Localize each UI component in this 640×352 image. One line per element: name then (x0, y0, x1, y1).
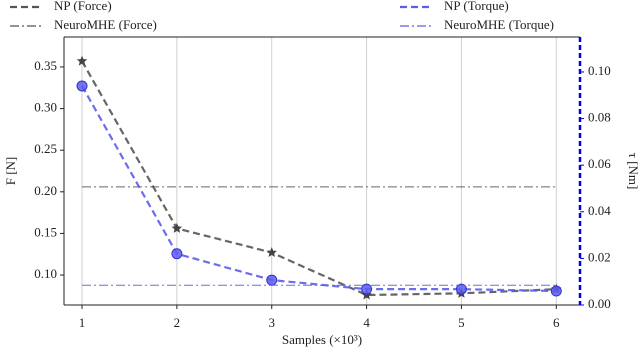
marker (550, 285, 562, 297)
marker (171, 222, 183, 233)
marker (76, 55, 88, 66)
y-axis-label: F [N] (3, 157, 18, 186)
legend-label: NP (Force) (54, 0, 112, 13)
y-tick-label: 0.20 (34, 183, 57, 198)
marker (266, 274, 278, 286)
series-line (81, 85, 557, 293)
x-tick-label: 6 (553, 315, 560, 330)
y2-tick-label: 0.02 (588, 249, 611, 264)
marker (266, 247, 277, 258)
marker (455, 283, 467, 295)
y-tick-label: 0.10 (34, 266, 57, 281)
y-tick-label: 0.30 (34, 100, 57, 115)
y2-tick-label: 0.08 (588, 110, 611, 125)
x-tick-label: 2 (174, 315, 181, 330)
x-tick-label: 1 (79, 315, 86, 330)
x-axis-label: Samples (×10³) (282, 332, 362, 347)
x-tick-label: 5 (458, 315, 465, 330)
legend-label: NP (Torque) (444, 0, 509, 13)
y-tick-label: 0.15 (34, 224, 57, 239)
x-tick-label: 3 (268, 315, 275, 330)
y2-tick-label: 0.04 (588, 203, 611, 218)
y2-axis-label: τ [Nm] (626, 153, 640, 190)
legend-label: NeuroMHE (Torque) (444, 17, 554, 32)
marker (76, 80, 88, 92)
marker (361, 283, 373, 295)
y2-tick-label: 0.06 (588, 156, 611, 171)
y-tick-label: 0.25 (34, 141, 57, 156)
y2-tick-label: 0.00 (588, 296, 611, 311)
x-tick-label: 4 (363, 315, 370, 330)
legend-label: NeuroMHE (Force) (54, 17, 157, 32)
y-tick-label: 0.35 (34, 58, 57, 73)
series-line (81, 60, 557, 297)
marker (171, 248, 183, 260)
y2-tick-label: 0.10 (588, 63, 611, 78)
